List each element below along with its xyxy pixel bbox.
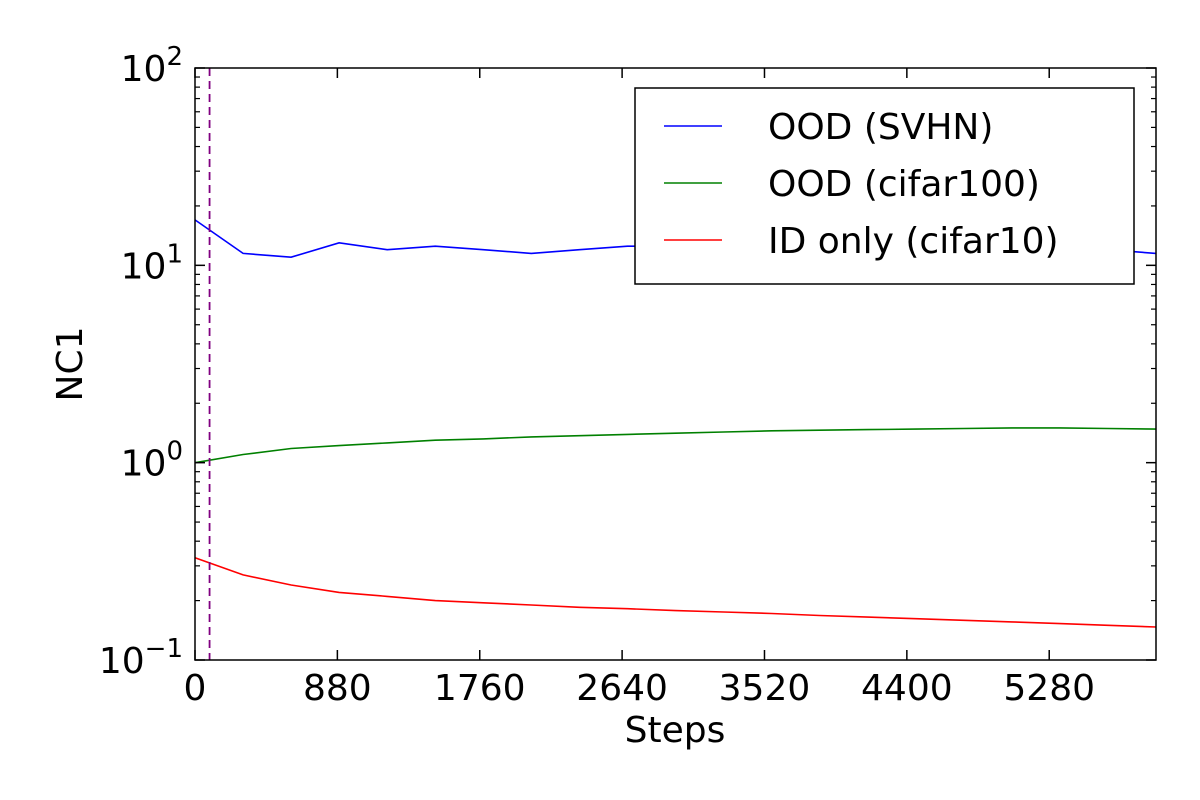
series-line-2 <box>194 427 1157 464</box>
x-tick-label: 1760 <box>434 668 526 709</box>
series-line-3 <box>194 556 1157 628</box>
x-tick-label: 0 <box>184 668 207 709</box>
y-axis-label: NC1 <box>50 327 91 402</box>
plot-frame <box>194 67 1157 661</box>
x-tick-label: 880 <box>303 668 372 709</box>
legend-label-1: OOD (SVHN) <box>768 107 993 148</box>
y-tick-label: 100 <box>121 437 183 485</box>
y-tick-label: 102 <box>121 42 183 90</box>
y-tick-label: 101 <box>121 239 183 287</box>
y-tick-label: 10−1 <box>99 634 183 682</box>
x-tick-label: 3520 <box>719 668 811 709</box>
legend-box <box>634 87 1135 285</box>
legend: OOD (SVHN) OOD (cifar100) ID only (cifar10… <box>634 87 1135 285</box>
x-axis-label: Steps <box>625 710 726 751</box>
x-tick-label: 5280 <box>1003 668 1095 709</box>
tick-labels-layer: 0 880 1760 2640 3520 4400 5280 10−1 100 101 102 <box>99 42 1095 709</box>
x-tick-label: 2640 <box>576 668 668 709</box>
legend-label-2: OOD (cifar100) <box>768 164 1040 205</box>
legend-label-3: ID only (cifar10) <box>768 221 1059 262</box>
x-tick-label: 4400 <box>861 668 953 709</box>
